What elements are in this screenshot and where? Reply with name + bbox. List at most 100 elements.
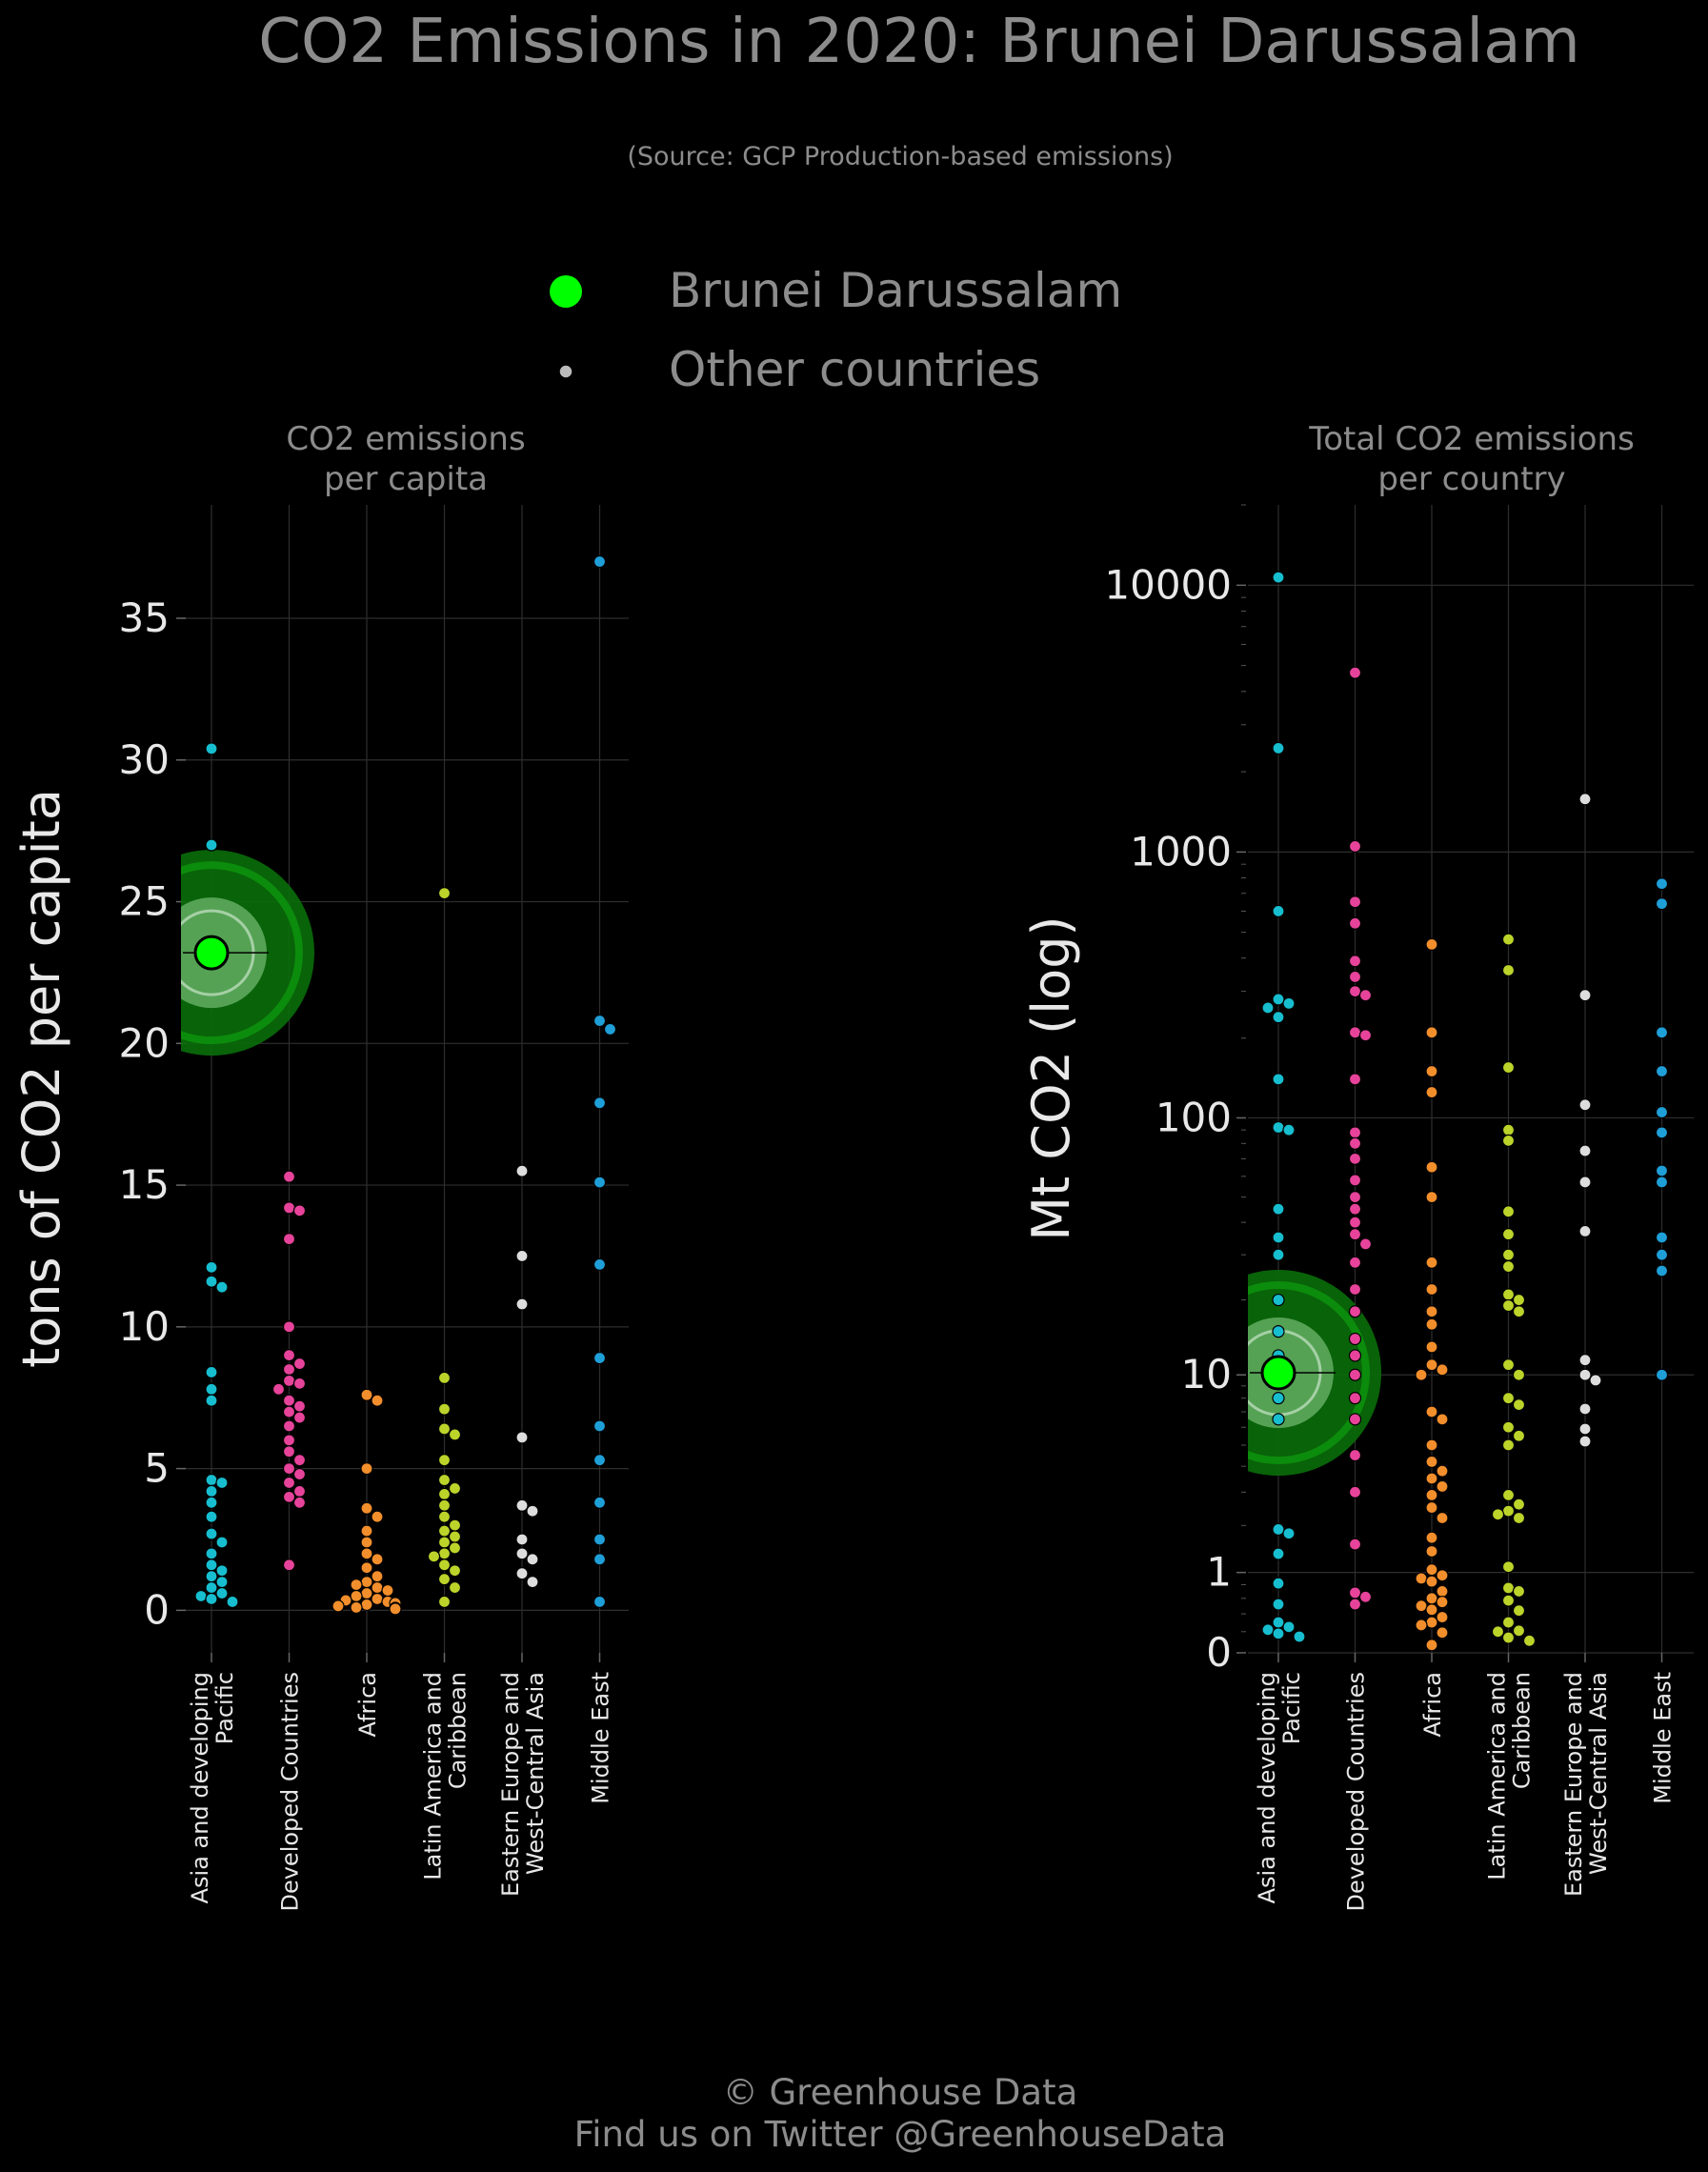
data-point-africa	[360, 1524, 373, 1538]
legend-other-marker	[558, 364, 573, 379]
data-point-asia-and-developing-pacific	[1272, 904, 1285, 918]
data-point-eastern-europe-and-west-central-asia	[526, 1553, 539, 1566]
x-tick-label-latin-america-and-caribbean: Latin America and	[420, 1672, 447, 1880]
data-point-developed-countries	[1348, 1152, 1362, 1165]
data-point-africa	[1425, 1563, 1438, 1577]
data-point-latin-america-and-caribbean	[1512, 1293, 1526, 1307]
data-point-africa	[1415, 1572, 1428, 1585]
data-point-latin-america-and-caribbean	[1512, 1498, 1526, 1511]
data-point-asia-and-developing-pacific	[1272, 1120, 1285, 1135]
data-point-africa	[1425, 1256, 1438, 1269]
data-point-eastern-europe-and-west-central-asia	[515, 1567, 529, 1580]
data-point-africa	[1425, 1455, 1438, 1469]
data-point-asia-and-developing-pacific	[215, 1564, 229, 1578]
data-point-africa	[1425, 1085, 1438, 1099]
y-tick-label: 5	[144, 1445, 170, 1492]
data-point-asia-and-developing-pacific	[1272, 1627, 1285, 1640]
x-tick-label-developed-countries: Developed Countries	[277, 1672, 304, 1912]
chart-title: CO2 Emissions in 2020: Brunei Darussalam	[258, 7, 1580, 77]
data-point-middle-east	[593, 1014, 607, 1028]
per-capita-panel: 0 5 10 15 20 25 30 35 Asia and developingPacific…	[11, 420, 629, 1912]
data-point-developed-countries	[1348, 1191, 1362, 1204]
data-point-latin-america-and-caribbean	[1501, 1248, 1516, 1261]
data-point-africa	[360, 1501, 373, 1515]
data-point-africa	[360, 1388, 373, 1401]
x-tick-label-developed-countries: Developed Countries	[1343, 1672, 1370, 1912]
y-tick-label: 100	[1155, 1094, 1232, 1140]
data-point-developed-countries	[282, 1348, 296, 1362]
data-point-eastern-europe-and-west-central-asia	[526, 1504, 539, 1518]
data-point-africa	[1425, 1531, 1438, 1544]
data-point-developed-countries	[292, 1467, 307, 1481]
data-point-eastern-europe-and-west-central-asia	[1578, 1354, 1592, 1367]
data-point-latin-america-and-caribbean	[437, 1487, 452, 1500]
data-point-latin-america-and-caribbean	[1512, 1368, 1526, 1381]
data-point-developed-countries	[1348, 1598, 1362, 1611]
data-point-africa	[371, 1570, 384, 1583]
y-tick-label: 0	[144, 1586, 170, 1633]
data-point-latin-america-and-caribbean	[437, 1402, 452, 1416]
data-point-latin-america-and-caribbean	[1512, 1305, 1526, 1318]
data-point-africa	[1436, 1464, 1449, 1478]
y-tick-label: 15	[119, 1161, 170, 1208]
data-point-developed-countries	[292, 1377, 307, 1390]
data-point-eastern-europe-and-west-central-asia	[1578, 793, 1592, 806]
data-point-middle-east	[1655, 1231, 1669, 1244]
data-point-developed-countries	[1348, 1216, 1362, 1229]
data-point-middle-east	[593, 1595, 607, 1609]
data-point-asia-and-developing-pacific	[1272, 571, 1285, 584]
x-tick-label-asia-and-developing-pacific: Pacific	[211, 1672, 238, 1744]
data-point-latin-america-and-caribbean	[437, 1547, 452, 1560]
data-point-developed-countries	[1358, 1029, 1373, 1042]
data-point-developed-countries	[271, 1382, 286, 1396]
data-point-latin-america-and-caribbean	[1512, 1624, 1526, 1638]
data-point-latin-america-and-caribbean	[437, 1559, 452, 1572]
data-point-africa	[1436, 1413, 1449, 1426]
data-point-middle-east	[1655, 1368, 1669, 1381]
data-point-latin-america-and-caribbean	[437, 1422, 452, 1436]
data-point-latin-america-and-caribbean	[1501, 1298, 1516, 1313]
data-point-asia-and-developing-pacific	[205, 1510, 218, 1523]
data-point-africa	[360, 1561, 373, 1575]
data-point-asia-and-developing-pacific	[205, 1570, 218, 1583]
data-point-africa	[1436, 1626, 1449, 1639]
data-point-middle-east	[1655, 1164, 1669, 1177]
x-tick-label-asia-and-developing-pacific: Asia and developing	[187, 1672, 213, 1903]
data-point-africa	[371, 1394, 384, 1407]
data-point-middle-east	[1655, 1248, 1669, 1261]
data-point-latin-america-and-caribbean	[1512, 1511, 1526, 1525]
data-point-africa	[1425, 1305, 1438, 1318]
data-point-developed-countries	[1348, 1485, 1362, 1498]
y-tick-label: 0	[1206, 1629, 1232, 1676]
data-point-asia-and-developing-pacific	[205, 1365, 218, 1379]
data-point-africa	[1425, 1438, 1438, 1452]
data-point-asia-and-developing-pacific	[1261, 1001, 1275, 1015]
data-point-developed-countries	[1348, 1413, 1362, 1426]
data-point-asia-and-developing-pacific	[1272, 993, 1285, 1006]
data-point-developed-countries	[282, 1201, 296, 1215]
data-point-developed-countries	[292, 1411, 307, 1424]
data-point-latin-america-and-caribbean	[437, 1524, 452, 1538]
data-point-developed-countries	[1348, 1332, 1362, 1346]
data-point-africa	[381, 1583, 394, 1598]
data-point-developed-countries	[1348, 1174, 1362, 1187]
data-point-developed-countries	[282, 1462, 296, 1476]
data-point-developed-countries	[282, 1559, 296, 1572]
data-point-middle-east	[1655, 1026, 1669, 1039]
data-point-developed-countries	[1348, 1349, 1362, 1362]
data-point-africa	[1415, 1619, 1428, 1632]
legend: Brunei Darussalam Other countries	[550, 263, 1122, 397]
data-point-developed-countries	[1348, 1538, 1362, 1551]
highlight-halo-ring	[181, 861, 303, 1045]
data-point-developed-countries	[1358, 1590, 1373, 1603]
x-tick-label-eastern-europe-and-west-central-asia: West-Central Asia	[1585, 1672, 1612, 1875]
x-tick-label-latin-america-and-caribbean: Caribbean	[1509, 1672, 1536, 1789]
data-point-latin-america-and-caribbean	[448, 1580, 462, 1595]
data-point-middle-east	[1655, 1176, 1669, 1189]
data-point-africa	[350, 1589, 363, 1603]
data-point-asia-and-developing-pacific	[1272, 1392, 1285, 1405]
data-point-asia-and-developing-pacific	[194, 1589, 208, 1603]
data-point-africa	[1425, 1282, 1438, 1297]
data-point-latin-america-and-caribbean	[1501, 1631, 1516, 1644]
data-point-latin-america-and-caribbean	[1501, 1205, 1516, 1218]
